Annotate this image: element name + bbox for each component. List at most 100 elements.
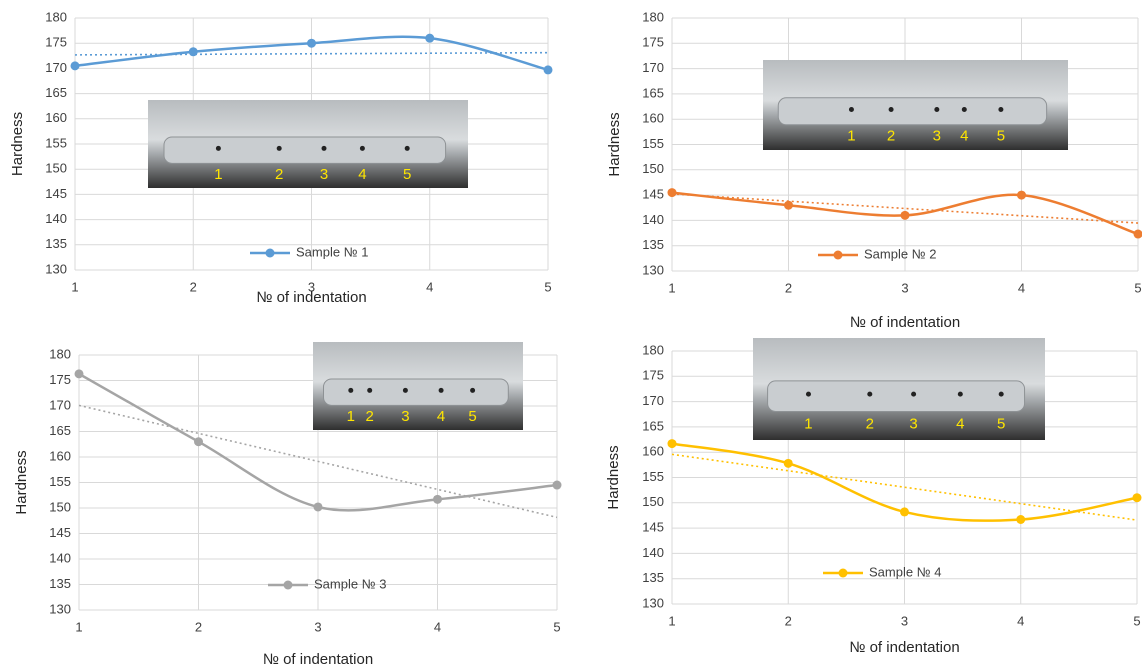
data-point [784, 459, 793, 468]
y-tick-label: 160 [642, 444, 664, 459]
photo-indent [998, 107, 1003, 112]
photo-label: 5 [997, 127, 1005, 144]
y-axis-title: Hardness [9, 112, 26, 176]
data-point [1133, 493, 1142, 502]
photo-label: 5 [403, 166, 411, 183]
y-tick-label: 170 [642, 60, 664, 75]
photo-label: 2 [275, 166, 283, 183]
photo-label: 3 [320, 166, 328, 183]
legend-label: Sample № 1 [296, 244, 368, 259]
x-tick-label: 3 [314, 619, 321, 634]
x-tick-label: 1 [668, 613, 675, 628]
x-tick-label: 3 [901, 613, 908, 628]
photo-label: 5 [997, 416, 1005, 433]
y-tick-label: 145 [45, 186, 67, 201]
y-tick-label: 135 [642, 570, 664, 585]
x-tick-label: 4 [434, 619, 441, 634]
x-tick-label: 3 [901, 280, 908, 295]
x-tick-label: 2 [785, 613, 792, 628]
photo-indent [911, 392, 916, 397]
x-tick-label: 1 [71, 279, 78, 294]
y-tick-label: 155 [642, 136, 664, 151]
data-point [668, 188, 677, 197]
y-tick-label: 180 [45, 9, 67, 24]
x-tick-label: 2 [190, 279, 197, 294]
data-point [75, 369, 84, 378]
data-point [1134, 230, 1142, 239]
y-axis-title: Hardness [605, 445, 622, 509]
photo-label: 2 [866, 416, 874, 433]
data-point [1016, 515, 1025, 524]
y-tick-label: 130 [45, 261, 67, 276]
y-tick-label: 135 [642, 237, 664, 252]
data-point [668, 439, 677, 448]
y-tick-label: 160 [49, 448, 71, 463]
legend-marker [839, 569, 848, 578]
photo-label: 3 [933, 127, 941, 144]
photo-indent [999, 392, 1004, 397]
y-tick-label: 180 [49, 346, 71, 361]
y-tick-label: 175 [49, 372, 71, 387]
data-point [433, 495, 442, 504]
data-point [189, 47, 198, 56]
x-axis-title: № of indentation [256, 289, 366, 306]
photo-indent [439, 388, 444, 393]
x-tick-label: 4 [426, 279, 433, 294]
x-tick-label: 2 [785, 280, 792, 295]
legend-label: Sample № 3 [314, 576, 386, 591]
trendline [75, 53, 548, 55]
legend-marker [284, 581, 293, 590]
x-axis-title: № of indentation [850, 314, 960, 331]
photo-label: 1 [804, 416, 812, 433]
y-tick-label: 165 [642, 418, 664, 433]
x-tick-label: 1 [75, 619, 82, 634]
y-tick-label: 180 [642, 342, 664, 357]
y-tick-label: 150 [49, 499, 71, 514]
x-tick-label: 5 [553, 619, 560, 634]
photo-label: 2 [366, 408, 374, 425]
y-tick-label: 155 [49, 474, 71, 489]
legend-label: Sample № 4 [869, 564, 941, 579]
photo-indent [277, 146, 282, 151]
photo-indent [867, 392, 872, 397]
y-tick-label: 130 [49, 601, 71, 616]
photo-indent [348, 388, 353, 393]
photo-indent [962, 107, 967, 112]
x-axis-title: № of indentation [849, 639, 959, 656]
photo-indent [403, 388, 408, 393]
data-point [784, 201, 793, 210]
data-point [553, 481, 562, 490]
data-point [71, 61, 80, 70]
x-axis-title: № of indentation [263, 651, 373, 667]
photo-indent [322, 146, 327, 151]
y-tick-label: 145 [642, 520, 664, 535]
data-point [900, 507, 909, 516]
y-tick-label: 135 [45, 236, 67, 251]
photo-label: 4 [956, 416, 964, 433]
y-tick-label: 165 [642, 85, 664, 100]
photo-label: 1 [214, 166, 222, 183]
data-point [425, 34, 434, 43]
y-tick-label: 155 [642, 469, 664, 484]
y-tick-label: 140 [49, 550, 71, 565]
x-tick-label: 1 [668, 280, 675, 295]
photo-sample [778, 98, 1046, 125]
photo-label: 3 [401, 408, 409, 425]
photo-sample [164, 137, 446, 163]
y-tick-label: 150 [642, 494, 664, 509]
photo-indent [934, 107, 939, 112]
photo-indent [367, 388, 372, 393]
y-tick-label: 165 [45, 85, 67, 100]
photo-indent [889, 107, 894, 112]
legend-marker [834, 251, 843, 260]
y-tick-label: 175 [45, 35, 67, 50]
y-tick-label: 155 [45, 135, 67, 150]
photo-label: 2 [887, 127, 895, 144]
photo-label: 1 [347, 408, 355, 425]
photo-indent [216, 146, 221, 151]
x-tick-label: 5 [544, 279, 551, 294]
data-point [901, 211, 910, 220]
